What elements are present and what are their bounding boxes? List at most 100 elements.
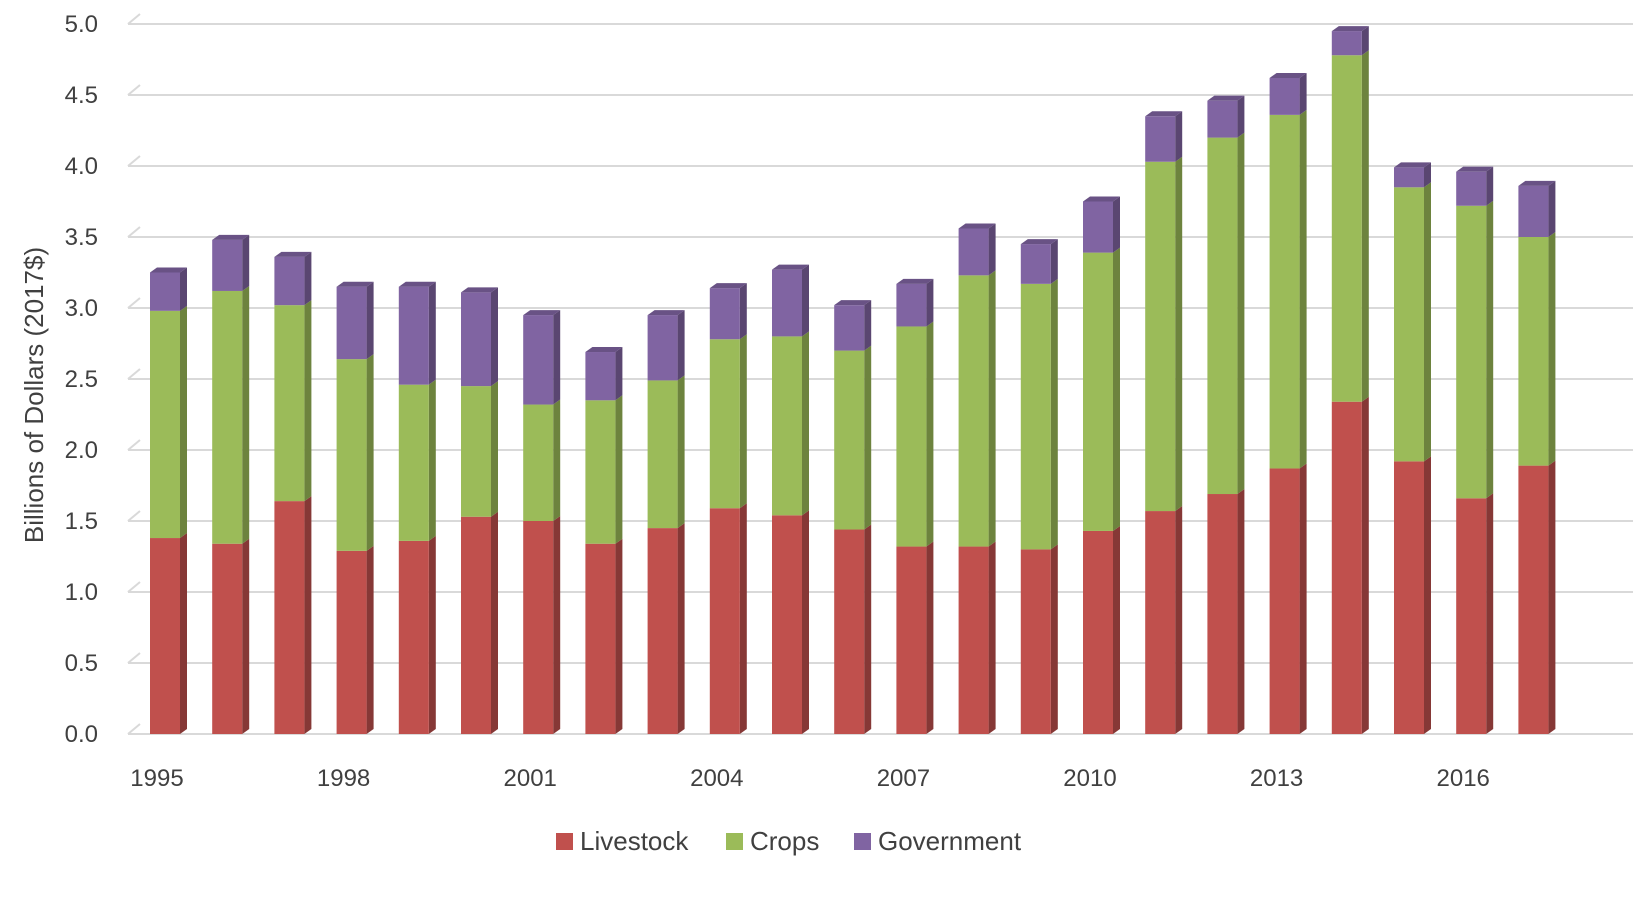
bar-segment-crops xyxy=(1083,252,1113,531)
bar-segment-side-crops xyxy=(553,399,561,521)
bar-segment-government xyxy=(647,315,678,381)
bar-top-government xyxy=(772,264,809,270)
bar-segment-side-crops xyxy=(1424,182,1431,462)
bar-segment-side-crops xyxy=(677,375,685,529)
bar-segment-government xyxy=(1518,185,1549,237)
bar-segment-side-government xyxy=(1237,95,1245,138)
y-tick-label: 1.0 xyxy=(65,579,98,606)
bar-stack-1998 xyxy=(336,281,374,734)
bar-segment-side-crops xyxy=(1361,50,1369,402)
bar-segment-side-government xyxy=(615,347,623,401)
bar-segment-side-livestock xyxy=(1050,544,1058,734)
bar-segment-government xyxy=(1020,244,1051,284)
gridline-depth xyxy=(127,297,141,309)
bar-segment-side-crops xyxy=(1548,232,1556,466)
bar-stack-2011 xyxy=(1145,111,1183,734)
bar-segment-side-livestock xyxy=(677,523,685,734)
bar-segment-side-livestock xyxy=(304,496,312,734)
bar-segment-side-crops xyxy=(1113,247,1120,531)
bar-segment-side-livestock xyxy=(739,503,747,734)
bar-segment-government xyxy=(1083,201,1113,253)
bar-segment-livestock xyxy=(1518,465,1549,734)
bar-segment-side-livestock xyxy=(1548,460,1556,734)
bar-segment-side-crops xyxy=(1237,132,1245,495)
bar-segment-side-crops xyxy=(1299,109,1307,469)
y-tick-label: 3.0 xyxy=(65,295,98,322)
bar-segment-side-crops xyxy=(739,334,747,509)
bar-segment-crops xyxy=(398,384,429,541)
bar-stack-2010 xyxy=(1083,196,1120,734)
bar-segment-crops xyxy=(1518,237,1549,466)
bar-segment-livestock xyxy=(1207,494,1238,734)
bar-segment-side-government xyxy=(428,281,436,385)
bar-segment-crops xyxy=(958,275,989,547)
x-tick-label: 2010 xyxy=(1063,765,1116,792)
bar-top-government xyxy=(212,234,250,240)
bar-segment-side-livestock xyxy=(615,538,623,734)
bar-segment-side-livestock xyxy=(491,511,498,734)
bar-segment-government xyxy=(150,272,180,311)
bar-stack-1995 xyxy=(150,267,187,734)
bar-segment-crops xyxy=(772,336,802,516)
bar-top-government xyxy=(585,347,623,353)
bar-top-government xyxy=(647,310,685,316)
bar-segment-side-livestock xyxy=(1237,489,1245,734)
bar-segment-livestock xyxy=(1456,498,1487,734)
bar-stack-2004 xyxy=(709,283,747,734)
legend-swatch xyxy=(556,833,573,850)
bar-stack-2005 xyxy=(772,264,809,734)
gridline-depth xyxy=(127,13,141,25)
y-tick-label: 2.0 xyxy=(65,437,98,464)
bar-segment-livestock xyxy=(1145,511,1176,734)
bar-segment-side-government xyxy=(988,223,996,276)
bar-top-government xyxy=(1020,239,1058,245)
legend-label: Crops xyxy=(750,826,819,856)
x-tick-label: 2007 xyxy=(877,765,930,792)
bar-segment-livestock xyxy=(834,529,865,734)
bar-stack-2013 xyxy=(1269,72,1307,734)
bar-top-government xyxy=(709,283,747,289)
bar-segment-livestock xyxy=(274,501,305,734)
bar-segment-crops xyxy=(1207,137,1238,495)
x-tick-label: 1995 xyxy=(130,765,183,792)
bar-segment-livestock xyxy=(398,540,429,734)
bar-stack-2016 xyxy=(1456,166,1494,734)
legend-label: Government xyxy=(878,826,1022,856)
bar-segment-government xyxy=(1207,100,1238,138)
bar-stack-2017 xyxy=(1518,180,1556,734)
legend: Livestock Crops Government xyxy=(556,826,1022,856)
bar-segment-side-crops xyxy=(242,285,250,544)
y-axis-title: Billions of Dollars (2017$) xyxy=(19,247,49,543)
bar-segment-livestock xyxy=(336,550,367,734)
bar-top-government xyxy=(1083,196,1120,202)
legend-label: Livestock xyxy=(580,826,689,856)
bar-stack-2012 xyxy=(1207,95,1245,734)
bar-top-government xyxy=(336,281,374,287)
bar-segment-side-crops xyxy=(1486,200,1494,499)
bar-stack-2003 xyxy=(647,310,685,734)
bar-segment-side-government xyxy=(1548,180,1556,237)
bar-segment-crops xyxy=(336,359,367,551)
bar-segment-side-crops xyxy=(988,270,996,547)
bar-segment-crops xyxy=(523,404,554,521)
bar-segment-crops xyxy=(1020,283,1051,550)
x-tick-label: 1998 xyxy=(317,765,370,792)
y-tick-label: 3.5 xyxy=(65,224,98,251)
bar-top-government xyxy=(1456,166,1494,172)
bar-segment-side-crops xyxy=(304,300,312,502)
bar-segment-livestock xyxy=(958,546,989,734)
bar-segment-livestock xyxy=(1394,461,1424,734)
bar-segment-livestock xyxy=(1020,549,1051,734)
bar-stack-2000 xyxy=(461,287,498,734)
bar-segment-livestock xyxy=(585,543,616,734)
y-axis-ticks: 0.0 0.5 1.0 1.5 2.0 2.5 3.0 3.5 4.0 4.5 5.0 xyxy=(65,11,98,748)
legend-item-crops: Crops xyxy=(726,826,819,856)
bar-segment-crops xyxy=(1145,161,1176,512)
bar-segment-government xyxy=(336,286,367,360)
bar-top-government xyxy=(523,310,561,316)
bar-segment-side-livestock xyxy=(1361,396,1369,734)
gridline-depth xyxy=(127,581,141,593)
bar-segment-crops xyxy=(461,386,491,517)
bar-segment-side-crops xyxy=(366,354,374,551)
